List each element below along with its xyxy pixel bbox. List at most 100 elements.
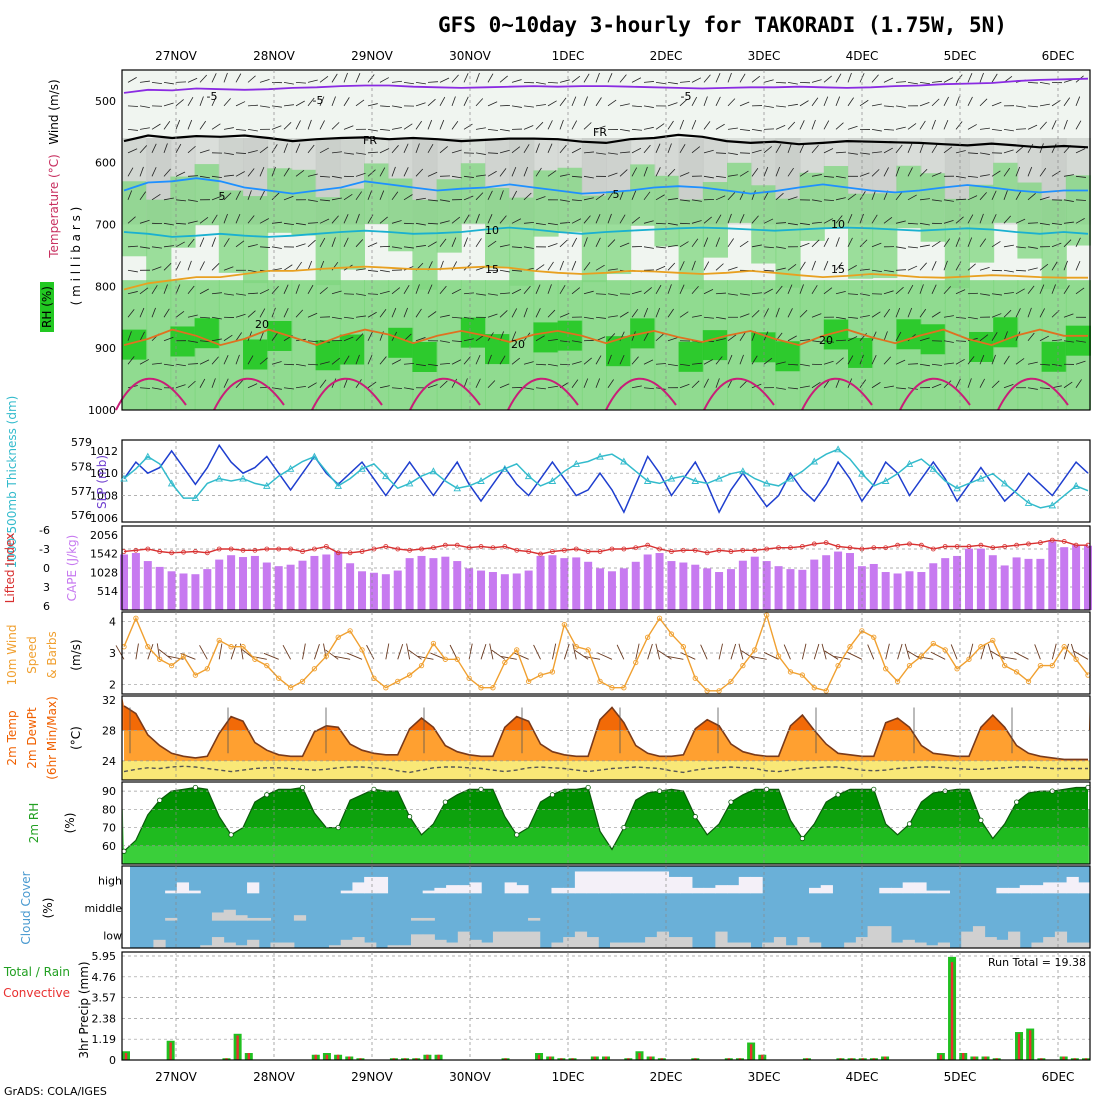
wind-barb xyxy=(943,362,954,365)
wind-barb xyxy=(175,384,186,389)
wind-barb xyxy=(619,190,624,200)
wind-barb xyxy=(1039,103,1050,107)
wind-barb xyxy=(787,81,798,85)
wind-barb xyxy=(1003,383,1014,389)
wind-marker xyxy=(871,634,877,640)
wind-barb xyxy=(955,74,963,83)
wind-barb xyxy=(715,214,722,224)
cloud-bar-low xyxy=(504,931,517,948)
cloud-bar-low xyxy=(656,931,670,948)
wind-barb xyxy=(307,79,318,83)
wind-barb xyxy=(643,166,648,177)
wind-barb xyxy=(931,98,940,107)
wind-barb xyxy=(223,334,233,342)
wind-barb xyxy=(463,338,474,342)
wind-barb xyxy=(631,147,642,154)
wind-barb xyxy=(571,147,582,154)
wind-barb xyxy=(139,246,150,249)
thickness-marker xyxy=(120,474,128,482)
wind-barb xyxy=(343,316,354,319)
cape-bar xyxy=(131,553,140,610)
wind-barb xyxy=(319,96,325,107)
wind-barb xyxy=(391,246,402,249)
wind-barb xyxy=(151,123,161,130)
wind-10m-barb xyxy=(491,649,506,660)
wind-barb xyxy=(859,293,870,296)
thickness-ylabel: 1000-500mb Thickness (dm) xyxy=(5,396,19,569)
wind-barb xyxy=(787,196,798,201)
rh-marker xyxy=(585,784,591,791)
cloud-bar-middle xyxy=(410,917,424,921)
cape-bar xyxy=(1012,557,1021,610)
rh-shade-low xyxy=(581,280,607,410)
wind-barb xyxy=(475,238,482,248)
wind-barb xyxy=(427,199,438,202)
precip-conv-bar xyxy=(1028,1030,1032,1060)
wind-barb xyxy=(631,356,639,365)
precip-ylabel-total: Total / Rain xyxy=(3,965,70,979)
wind-barb xyxy=(379,128,390,131)
wind-barb xyxy=(991,380,1000,389)
rh-marker xyxy=(264,792,270,798)
wind-10m-barb xyxy=(801,643,807,660)
cloud-bar-low xyxy=(247,939,260,948)
wind-barb xyxy=(499,383,510,389)
wind-barb xyxy=(967,214,974,224)
wind-barb xyxy=(439,77,450,83)
wind-barb xyxy=(319,76,329,83)
isotherm-label: 10 xyxy=(831,218,845,231)
wind-barb xyxy=(583,290,594,295)
wind-barb xyxy=(907,284,914,294)
wind-barb xyxy=(943,380,952,389)
precip-conv-bar xyxy=(694,1058,697,1060)
wind-barb xyxy=(727,152,738,155)
wind-barb xyxy=(247,215,255,224)
wind-barb xyxy=(907,167,913,177)
cape-bar xyxy=(536,555,545,610)
thickness-marker xyxy=(524,472,533,480)
wind-barb xyxy=(367,354,373,365)
li-marker xyxy=(669,549,674,554)
li-marker xyxy=(371,546,377,552)
precip-conv-bar xyxy=(426,1054,429,1060)
wind-barb xyxy=(415,284,420,294)
thickness-marker xyxy=(977,474,985,482)
wind-barb xyxy=(403,387,414,390)
rh-marker xyxy=(728,799,734,805)
wind-barb xyxy=(283,195,294,201)
wind-barb xyxy=(919,81,930,85)
wind-barb xyxy=(739,293,750,296)
li-marker xyxy=(752,547,758,553)
wind-barb xyxy=(739,214,745,224)
wind-barb xyxy=(1027,307,1032,318)
wind-barb xyxy=(559,119,564,130)
rh-shade-green xyxy=(533,322,559,353)
wind-barb xyxy=(907,143,913,153)
wind-barb xyxy=(403,167,409,177)
wind-barb xyxy=(727,174,738,177)
cloud-bar-high xyxy=(551,887,564,894)
wind-barb xyxy=(235,171,245,177)
cloud-bar-high xyxy=(890,887,904,894)
li-marker xyxy=(990,545,996,551)
cape-bar xyxy=(453,561,462,610)
cape-bar xyxy=(143,561,152,610)
wind-barb xyxy=(823,287,833,295)
wind-barb xyxy=(571,379,579,388)
wind-barb xyxy=(511,166,517,177)
wind-barb xyxy=(715,195,726,201)
cloud-frame xyxy=(121,865,1091,949)
li-marker xyxy=(1049,537,1055,543)
wind-barb xyxy=(307,239,316,248)
wind-barb xyxy=(379,356,387,365)
wind-barb xyxy=(175,261,181,271)
wind-barb xyxy=(895,191,903,201)
wind-barb xyxy=(595,125,606,130)
wind-barb xyxy=(919,101,930,107)
wind-barb xyxy=(643,220,654,224)
wind-barb xyxy=(331,357,341,365)
wind-barb xyxy=(223,266,234,271)
thickness-tick: 576 xyxy=(71,509,92,522)
li-marker xyxy=(300,549,305,554)
cloud-bar-high xyxy=(165,890,178,894)
